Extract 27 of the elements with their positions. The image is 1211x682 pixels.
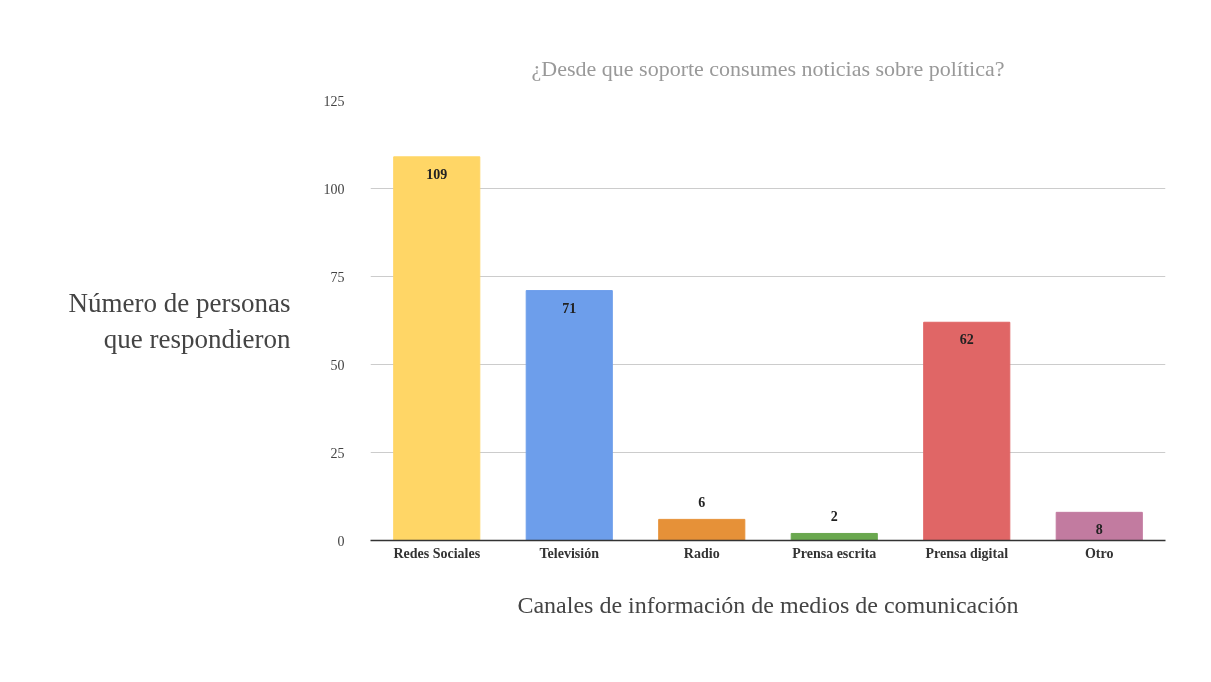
x-tick-label: Radio	[683, 545, 720, 561]
y-tick-label: 50	[330, 357, 345, 373]
x-tick-label: Prensa digital	[925, 545, 1009, 561]
bar	[1055, 511, 1143, 541]
x-tick-label: Redes Sociales	[393, 545, 481, 561]
data-label: 8	[1095, 522, 1103, 538]
bar	[658, 518, 746, 541]
y-tick-label: 125	[323, 93, 345, 109]
y-tick-label: 25	[330, 445, 345, 461]
data-label: 2	[830, 509, 838, 525]
x-axis-title: Canales de información de medios de comunicación	[517, 591, 1019, 618]
data-label: 62	[959, 332, 974, 348]
data-label: 6	[698, 495, 706, 511]
x-tick-label: Prensa escrita	[792, 545, 877, 561]
x-tick-label: Televisión	[539, 545, 600, 561]
y-axis-title: Número de personas que respondieron	[68, 287, 291, 354]
data-label: 109	[426, 166, 448, 182]
y-tick-label: 75	[330, 269, 345, 285]
y-tick-label: 0	[337, 533, 345, 549]
bar	[393, 156, 481, 541]
bar	[525, 290, 613, 541]
bar	[790, 532, 878, 541]
y-tick-label: 100	[323, 181, 345, 197]
chart-title: ¿Desde que soporte consumes noticias sobre política?	[531, 55, 1005, 81]
x-tick-label: Otro	[1084, 545, 1114, 561]
data-label: 71	[562, 300, 577, 316]
bar	[923, 321, 1011, 541]
